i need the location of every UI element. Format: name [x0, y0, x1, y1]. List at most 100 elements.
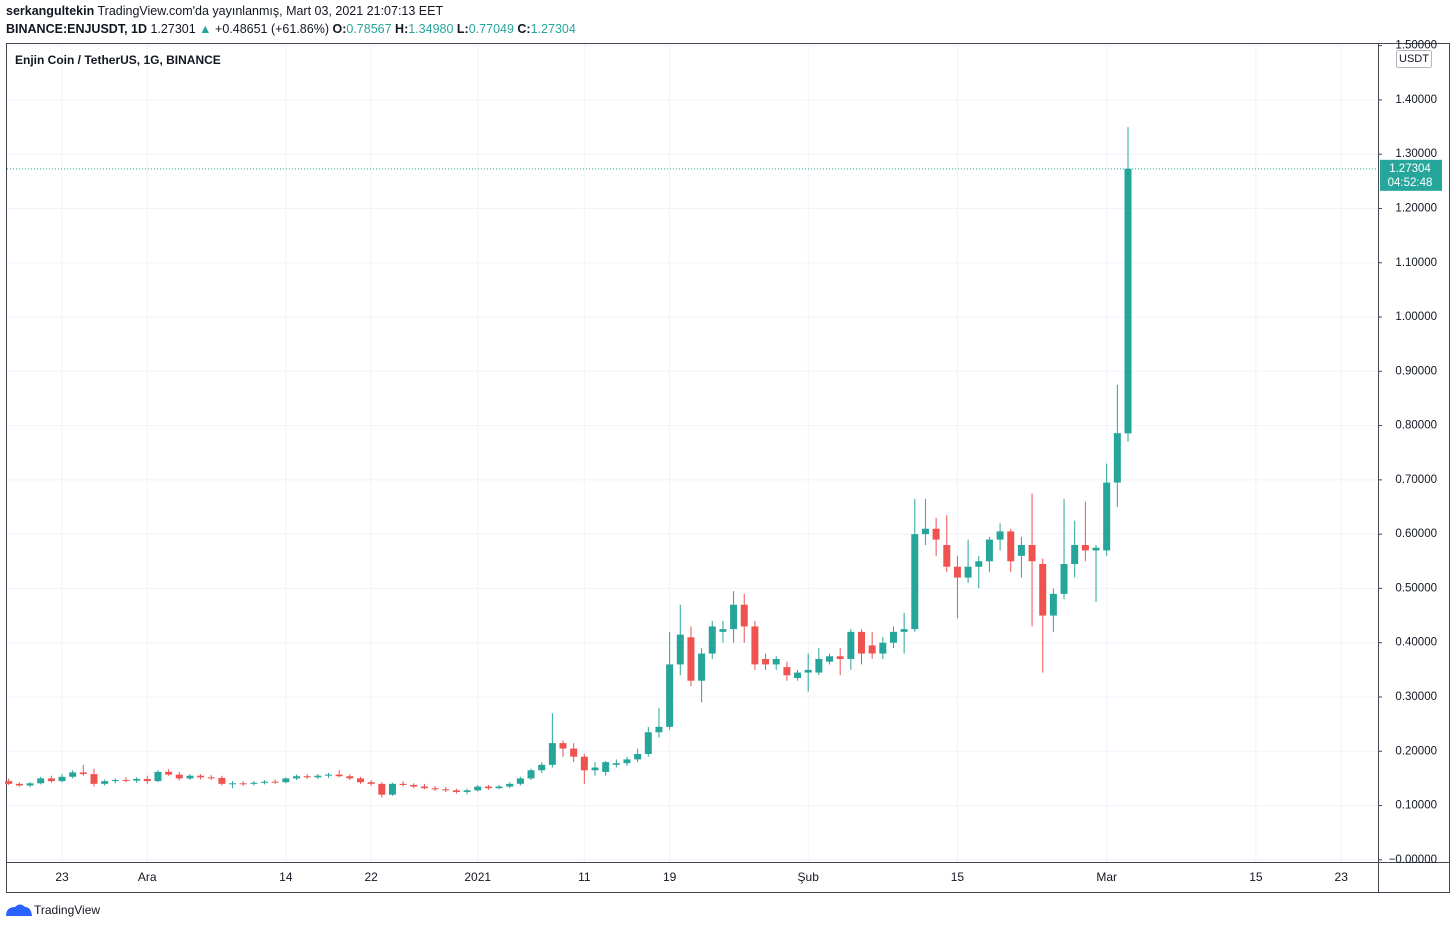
x-tick-label: 15 — [1249, 870, 1263, 884]
y-tick-label: 0.80000 — [1395, 420, 1437, 432]
candle-body — [37, 778, 45, 784]
candle-body — [698, 653, 706, 681]
candle-body — [303, 776, 311, 778]
candle-body — [879, 642, 887, 654]
x-tick-label: 2021 — [464, 870, 491, 884]
candle-body — [751, 626, 759, 665]
candle-body — [101, 781, 109, 784]
x-tick-label: 11 — [578, 870, 591, 884]
candle-body — [15, 783, 23, 786]
candle-body — [889, 631, 897, 643]
y-tick-label: 1.50000 — [1395, 40, 1437, 52]
candle-body — [623, 759, 631, 764]
candle-body — [516, 778, 524, 784]
candle-body — [1071, 545, 1079, 565]
candle-body — [719, 629, 727, 632]
candle-body — [708, 626, 716, 654]
y-tick-label: 1.20000 — [1395, 202, 1437, 214]
candle-body — [687, 637, 695, 681]
candle-body — [953, 566, 961, 578]
candle-body — [474, 786, 482, 791]
x-tick-label: 19 — [663, 870, 677, 884]
x-tick-label: Mar — [1096, 870, 1117, 884]
candle-body — [1028, 545, 1036, 562]
candle-body — [261, 781, 269, 783]
candle-body — [602, 762, 610, 772]
candle-body — [666, 664, 674, 727]
y-tick-label: 0.60000 — [1395, 528, 1437, 540]
y-tick-label: 0.90000 — [1395, 365, 1437, 377]
unit-box — [1396, 50, 1432, 68]
candle-body — [506, 783, 514, 787]
candle-body — [239, 783, 247, 785]
last-price-box — [1380, 159, 1442, 191]
candle-body — [90, 774, 98, 784]
o-label: O: — [332, 22, 346, 36]
logo: TradingView — [6, 903, 100, 917]
candle-body — [932, 528, 940, 540]
candle-body — [740, 604, 748, 627]
logo-icon — [6, 904, 32, 916]
symbol: BINANCE:ENJUSDT, 1D — [6, 22, 147, 36]
y-tick-label: 0.30000 — [1395, 691, 1437, 703]
candle-body — [293, 776, 301, 779]
arrow: ▲ — [199, 22, 211, 36]
candle-body — [58, 776, 66, 782]
author: serkangultekin — [6, 4, 94, 18]
candle-body — [271, 781, 279, 783]
candle-body — [79, 772, 87, 775]
h-label: H: — [395, 22, 408, 36]
candle-body — [495, 786, 503, 789]
candle-body — [826, 656, 834, 662]
candle-body — [442, 789, 450, 791]
candle-body — [548, 743, 556, 765]
candle-body — [356, 778, 364, 783]
header-line: serkangultekin TradingView.com'da yayınl… — [6, 4, 443, 18]
candle-body — [644, 732, 652, 754]
candle-body — [985, 539, 993, 562]
x-tick-label: 23 — [1335, 870, 1349, 884]
candle-body — [26, 783, 34, 786]
candle-body — [399, 783, 407, 785]
frame — [6, 43, 1450, 893]
x-tick-label: 23 — [55, 870, 69, 884]
candle-body — [996, 531, 1004, 540]
candle-body — [730, 604, 738, 630]
candle-body — [815, 658, 823, 673]
candle-body — [1060, 564, 1068, 594]
candle-body — [186, 775, 194, 779]
candle-body — [527, 770, 535, 779]
candle-body — [900, 629, 908, 632]
candle-body — [921, 528, 929, 535]
y-tick-label: 0.50000 — [1395, 582, 1437, 594]
symbol-line: BINANCE:ENJUSDT, 1D 1.27301 ▲ +0.48651 (… — [6, 22, 576, 36]
l-value: 0.77049 — [469, 22, 514, 36]
candle-body — [197, 775, 205, 778]
candle-body — [175, 774, 183, 779]
last: 1.27301 — [150, 22, 195, 36]
candle-body — [1039, 564, 1047, 616]
h-value: 1.34980 — [408, 22, 453, 36]
y-tick-label: 0.40000 — [1395, 637, 1437, 649]
candle-body — [218, 777, 226, 784]
candle-body — [1049, 593, 1057, 616]
candle-body — [1081, 545, 1089, 551]
candle-body — [570, 748, 578, 757]
candle-body — [1103, 482, 1111, 551]
o-value: 0.78567 — [346, 22, 391, 36]
candle-body — [1007, 531, 1015, 562]
published: TradingView.com'da yayınlanmış, Mart 03,… — [97, 4, 443, 18]
candle-body — [314, 775, 322, 778]
change: +0.48651 (+61.86%) — [215, 22, 329, 36]
x-tick-label: Şub — [798, 870, 820, 884]
candle-body — [858, 631, 865, 654]
candle-body — [975, 561, 983, 567]
candle-body — [463, 790, 471, 792]
y-tick-label: 1.10000 — [1395, 257, 1437, 269]
y-tick-label: 0.20000 — [1395, 745, 1437, 757]
candle-body — [133, 778, 141, 781]
candle-body — [69, 772, 77, 777]
brand: TradingView — [34, 903, 100, 917]
y-tick-label: 0.70000 — [1395, 474, 1437, 486]
